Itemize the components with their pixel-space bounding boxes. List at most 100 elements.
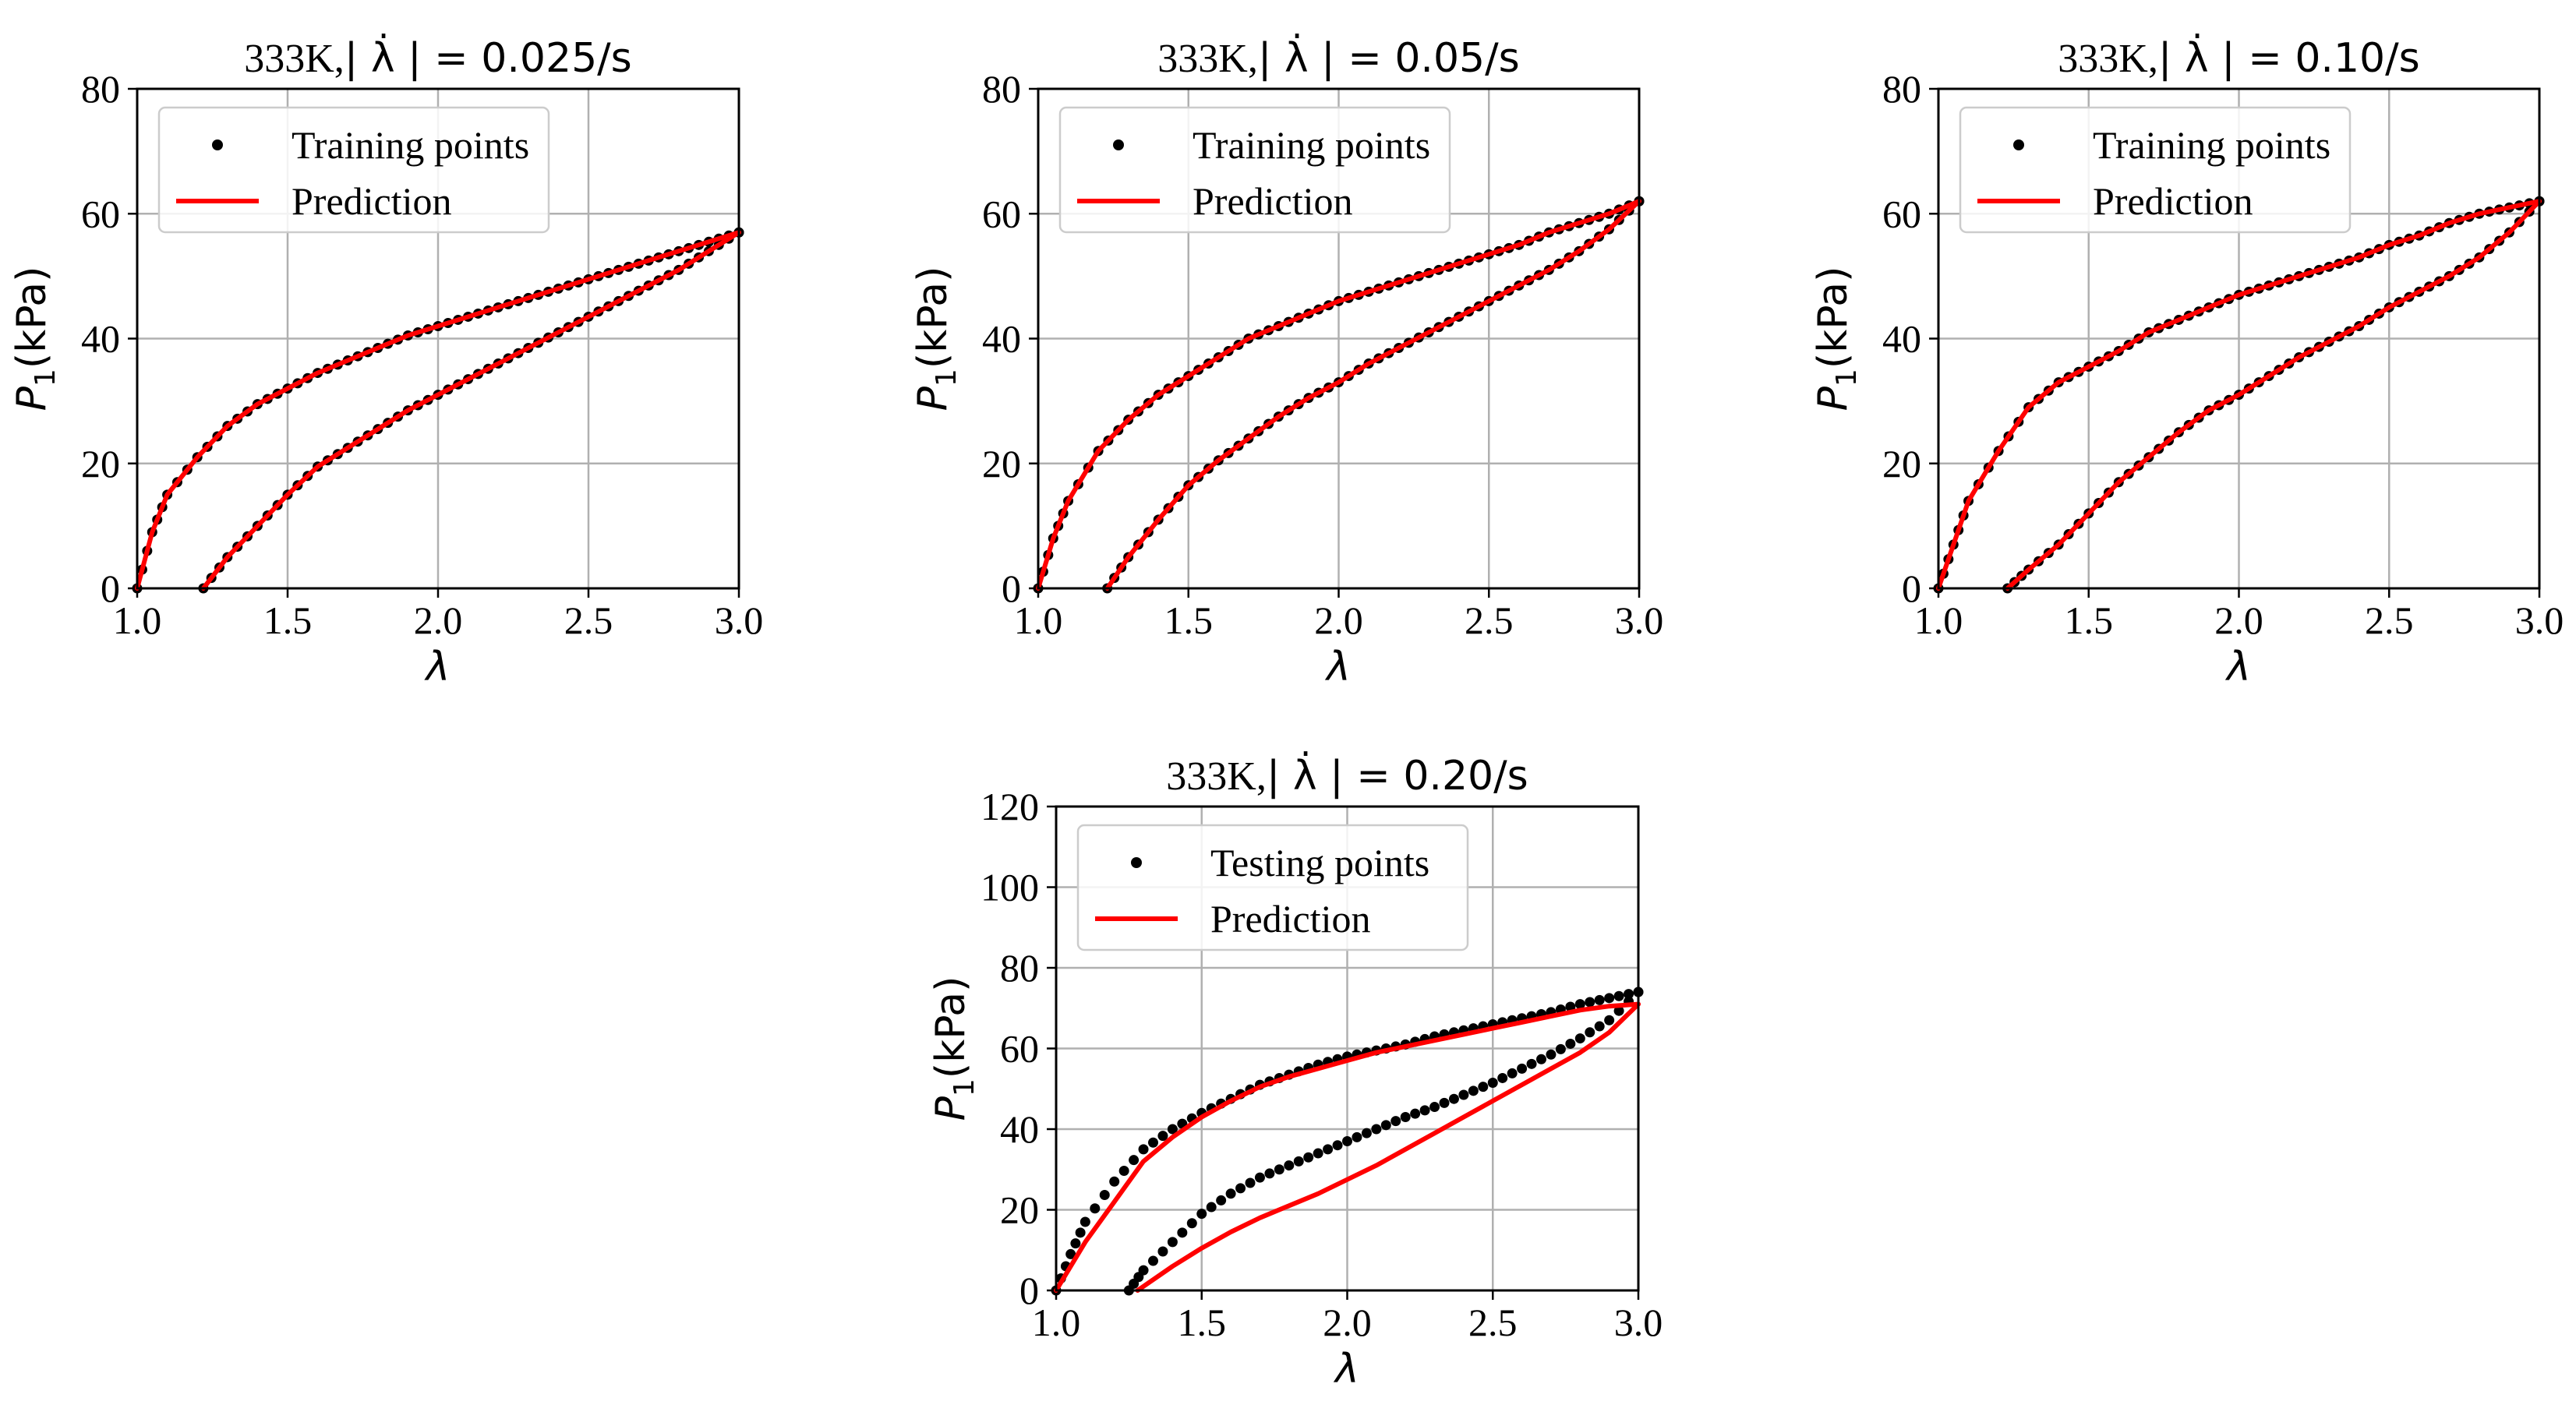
y-tick-label: 80 (1882, 67, 1921, 111)
data-point-unloading (1332, 1140, 1343, 1151)
chart-title: 333K,| λ̇ | = 0.10/s (2058, 34, 2419, 82)
chart-title: 333K,| λ̇ | = 0.20/s (1166, 752, 1528, 800)
y-tick-label: 0 (101, 567, 120, 610)
y-tick-label: 60 (982, 192, 1021, 235)
prediction-line-unloading (2005, 199, 2542, 591)
legend-prediction-label: Prediction (292, 179, 452, 223)
legend-points-label: Training points (292, 123, 529, 167)
y-tick-label: 20 (982, 442, 1021, 485)
y-tick-label: 0 (1002, 567, 1021, 610)
data-point-unloading (1245, 1177, 1256, 1188)
data-point-unloading (1594, 1021, 1605, 1032)
y-tick-label: 120 (981, 785, 1039, 828)
prediction-line-loading (1054, 1001, 1641, 1293)
data-point-unloading (1274, 1164, 1284, 1175)
x-tick-label: 1.0 (1032, 1301, 1081, 1344)
data-point-unloading (1361, 1128, 1372, 1138)
data-point-unloading (1400, 1111, 1411, 1122)
data-point-loading (1090, 1203, 1101, 1214)
data-point-unloading (1352, 1131, 1362, 1142)
legend-points-label: Training points (1193, 123, 1430, 167)
y-tick-label: 20 (1000, 1188, 1039, 1232)
legend-points-label: Training points (2093, 123, 2330, 167)
data-point-unloading (1167, 1237, 1178, 1248)
data-point-unloading (1148, 1255, 1158, 1266)
x-tick-label: 2.0 (414, 598, 463, 642)
data-point-loading (1075, 1227, 1086, 1238)
legend-prediction-label: Prediction (1210, 897, 1371, 941)
data-point-unloading (1517, 1063, 1528, 1074)
y-axis-label: P1(kPa) (928, 976, 981, 1121)
data-point-unloading (1546, 1049, 1557, 1060)
data-point-unloading (1565, 1038, 1576, 1049)
x-tick-label: 3.0 (1615, 598, 1664, 642)
chart-title: 333K,| λ̇ | = 0.025/s (244, 34, 632, 82)
data-point-unloading (1468, 1085, 1479, 1096)
data-point-loading (1624, 989, 1634, 1000)
data-point-unloading (1216, 1195, 1227, 1205)
data-point-unloading (1439, 1097, 1450, 1108)
x-tick-label: 1.5 (1164, 598, 1214, 642)
data-point-unloading (1536, 1054, 1546, 1064)
data-point-unloading (1235, 1183, 1246, 1194)
y-tick-label: 60 (81, 192, 120, 235)
data-point-unloading (1196, 1209, 1207, 1220)
data-point-unloading (1371, 1124, 1382, 1135)
data-point-unloading (1390, 1116, 1401, 1127)
y-tick-label: 40 (81, 317, 120, 361)
chart-title: 333K,| λ̇ | = 0.05/s (1157, 34, 1519, 82)
chart-panel-4: 1.0 1.5 2.0 2.5 3.0 0 20 40 60 80 100 120 333K,| λ̇ … (928, 752, 1663, 1393)
y-tick-label: 20 (1882, 442, 1921, 485)
x-tick-label: 2.5 (564, 598, 613, 642)
prediction-line-loading (135, 230, 741, 591)
data-point-loading (1604, 993, 1615, 1004)
data-point-unloading (1186, 1218, 1197, 1229)
y-tick-label: 40 (1882, 317, 1921, 361)
data-point-loading (1070, 1238, 1081, 1249)
chart-panel-1: 1.0 1.5 2.0 2.5 3.0 0 20 40 60 80 333K,| λ̇ | = 0.… (9, 34, 763, 690)
data-point-loading (1613, 990, 1624, 1001)
x-tick-label: 1.0 (1014, 598, 1063, 642)
data-point-unloading (1507, 1068, 1518, 1078)
data-point-unloading (1497, 1072, 1508, 1083)
x-tick-label: 1.5 (1178, 1301, 1227, 1344)
y-axis-label: P1(kPa) (910, 267, 963, 411)
chart-panel-2: 1.0 1.5 2.0 2.5 3.0 0 20 40 60 80 333K,| λ̇ | = 0.… (910, 34, 1663, 690)
y-axis-label: P1(kPa) (1810, 267, 1863, 411)
axes-frame (1937, 87, 2541, 590)
data-point-unloading (1157, 1246, 1168, 1257)
y-tick-label: 0 (1902, 567, 1921, 610)
legend-prediction-label: Prediction (2093, 179, 2253, 223)
x-tick-label: 3.0 (1614, 1301, 1663, 1344)
y-tick-label: 100 (981, 866, 1039, 909)
data-point-unloading (1254, 1172, 1265, 1183)
data-point-unloading (1613, 1005, 1624, 1016)
data-point-loading (1129, 1155, 1140, 1166)
x-tick-label: 3.0 (715, 598, 764, 642)
prediction-line-unloading (200, 230, 741, 591)
axes-frame (1037, 87, 1641, 590)
x-axis-label: λ (424, 644, 451, 690)
data-point-loading (1138, 1144, 1149, 1155)
data-point-loading (1594, 994, 1605, 1005)
data-point-unloading (1206, 1202, 1217, 1213)
axes-frame (1055, 805, 1640, 1292)
x-axis-label: λ (1333, 1346, 1359, 1393)
data-point-unloading (1342, 1136, 1352, 1147)
x-axis-label: λ (2224, 644, 2251, 690)
x-tick-label: 2.5 (2365, 598, 2414, 642)
y-tick-label: 60 (1000, 1027, 1039, 1071)
data-point-unloading (1264, 1168, 1275, 1179)
y-tick-label: 40 (1000, 1107, 1039, 1151)
data-point-unloading (1225, 1188, 1236, 1199)
x-tick-label: 3.0 (2515, 598, 2564, 642)
legend-points-marker (1113, 139, 1124, 150)
data-point-unloading (1458, 1089, 1469, 1100)
data-point-unloading (1574, 1033, 1585, 1044)
y-tick-label: 80 (81, 67, 120, 111)
prediction-line-loading (1936, 199, 2542, 591)
data-point-unloading (1419, 1105, 1430, 1116)
y-tick-label: 0 (1019, 1269, 1039, 1312)
data-point-loading (1099, 1190, 1110, 1201)
y-tick-label: 80 (982, 67, 1021, 111)
